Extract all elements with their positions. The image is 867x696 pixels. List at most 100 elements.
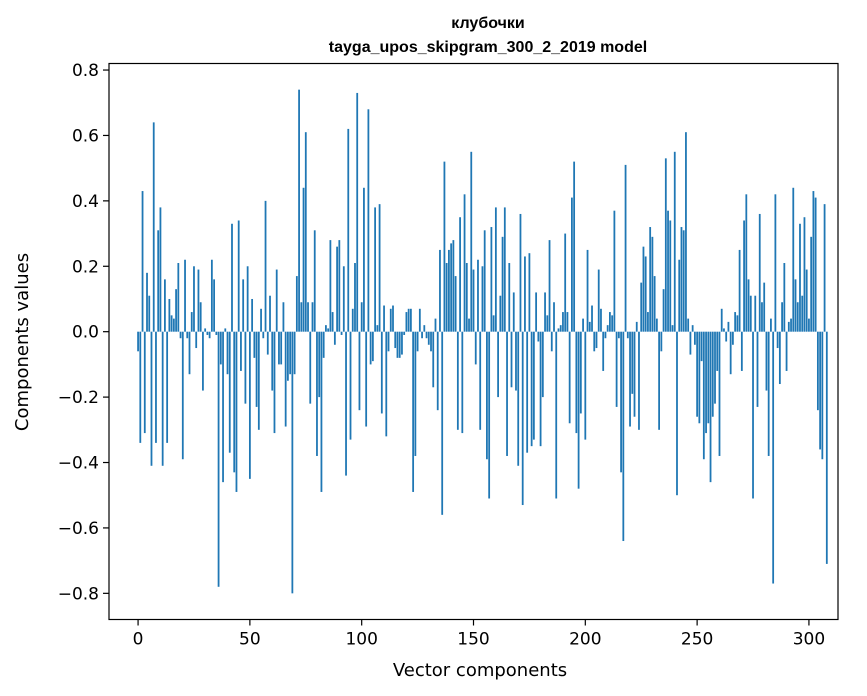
bar bbox=[566, 312, 569, 332]
bar bbox=[432, 331, 435, 388]
bar bbox=[264, 200, 267, 332]
bar bbox=[240, 331, 242, 371]
bar bbox=[354, 263, 356, 332]
bar bbox=[770, 318, 772, 332]
bar bbox=[222, 331, 224, 483]
chart-title: клубочки bbox=[451, 15, 524, 32]
bar bbox=[329, 240, 332, 332]
bar bbox=[295, 276, 298, 332]
bar bbox=[582, 318, 584, 332]
bar bbox=[488, 331, 491, 499]
bar bbox=[808, 318, 810, 332]
bar bbox=[588, 321, 591, 332]
bar bbox=[358, 331, 361, 411]
bar bbox=[515, 331, 517, 391]
bar bbox=[347, 128, 350, 332]
bar bbox=[624, 164, 627, 332]
x-tick-label: 200 bbox=[569, 630, 601, 650]
bar bbox=[204, 328, 207, 332]
y-tick-label: 0.6 bbox=[72, 126, 99, 146]
bar bbox=[568, 331, 571, 424]
bar bbox=[282, 302, 285, 332]
bar bbox=[819, 331, 822, 450]
bar bbox=[810, 236, 813, 332]
bar bbox=[367, 109, 370, 332]
bar bbox=[651, 236, 654, 332]
bar bbox=[392, 305, 394, 332]
bar bbox=[242, 279, 245, 332]
bar bbox=[662, 289, 665, 332]
bar bbox=[443, 161, 446, 332]
bar bbox=[199, 302, 202, 332]
bar bbox=[521, 331, 524, 506]
bar bbox=[644, 256, 647, 332]
bar bbox=[765, 331, 768, 391]
bar bbox=[380, 331, 383, 414]
bar bbox=[237, 220, 240, 332]
bar bbox=[738, 249, 741, 332]
bar bbox=[693, 331, 696, 345]
bar bbox=[155, 331, 157, 443]
y-tick-label: −0.8 bbox=[58, 584, 99, 604]
bar bbox=[322, 331, 325, 358]
bar bbox=[325, 325, 327, 332]
bar bbox=[459, 217, 461, 332]
bar bbox=[606, 325, 609, 332]
bar bbox=[812, 191, 815, 332]
bar bbox=[767, 331, 770, 456]
bar bbox=[179, 331, 182, 339]
bar bbox=[573, 161, 576, 332]
bar bbox=[597, 269, 600, 332]
bar bbox=[287, 331, 289, 381]
bar bbox=[801, 295, 804, 332]
bar bbox=[253, 331, 256, 358]
bar bbox=[702, 331, 705, 460]
bar bbox=[660, 331, 663, 352]
bar bbox=[727, 321, 730, 332]
bar bbox=[454, 276, 457, 332]
bar bbox=[331, 312, 334, 332]
bar bbox=[550, 331, 553, 352]
bar bbox=[705, 331, 707, 434]
bar bbox=[633, 331, 636, 417]
bar bbox=[483, 230, 486, 332]
bar bbox=[678, 259, 681, 332]
bar bbox=[787, 321, 790, 332]
bar bbox=[749, 295, 752, 332]
bar bbox=[188, 331, 191, 375]
bar bbox=[401, 331, 403, 355]
bar bbox=[718, 331, 721, 456]
bar bbox=[691, 325, 694, 332]
bar bbox=[591, 305, 593, 332]
bar bbox=[763, 282, 766, 332]
bar bbox=[503, 207, 506, 332]
bar bbox=[333, 331, 336, 345]
bar bbox=[740, 331, 743, 371]
bar bbox=[669, 220, 672, 332]
bar bbox=[785, 331, 788, 371]
bar bbox=[490, 227, 493, 332]
bar bbox=[190, 312, 193, 332]
bar bbox=[501, 236, 504, 332]
bar bbox=[711, 331, 714, 417]
bar bbox=[649, 227, 652, 332]
bar bbox=[664, 158, 667, 332]
bar bbox=[796, 302, 799, 332]
bar bbox=[396, 331, 399, 358]
bar bbox=[474, 331, 477, 365]
bar bbox=[732, 331, 734, 345]
bar bbox=[528, 253, 531, 332]
y-axis: −0.8 −0.6 −0.4 −0.2 0.0 0.2 0.4 0.6 0.8 bbox=[58, 61, 109, 604]
bar bbox=[441, 331, 444, 515]
bar bbox=[365, 331, 368, 427]
bar bbox=[745, 194, 748, 332]
bar bbox=[257, 331, 260, 430]
bar bbox=[609, 312, 611, 332]
bar bbox=[709, 331, 712, 483]
bar bbox=[564, 233, 567, 332]
bar bbox=[593, 331, 596, 352]
bar bbox=[293, 331, 296, 375]
bar bbox=[318, 331, 321, 398]
